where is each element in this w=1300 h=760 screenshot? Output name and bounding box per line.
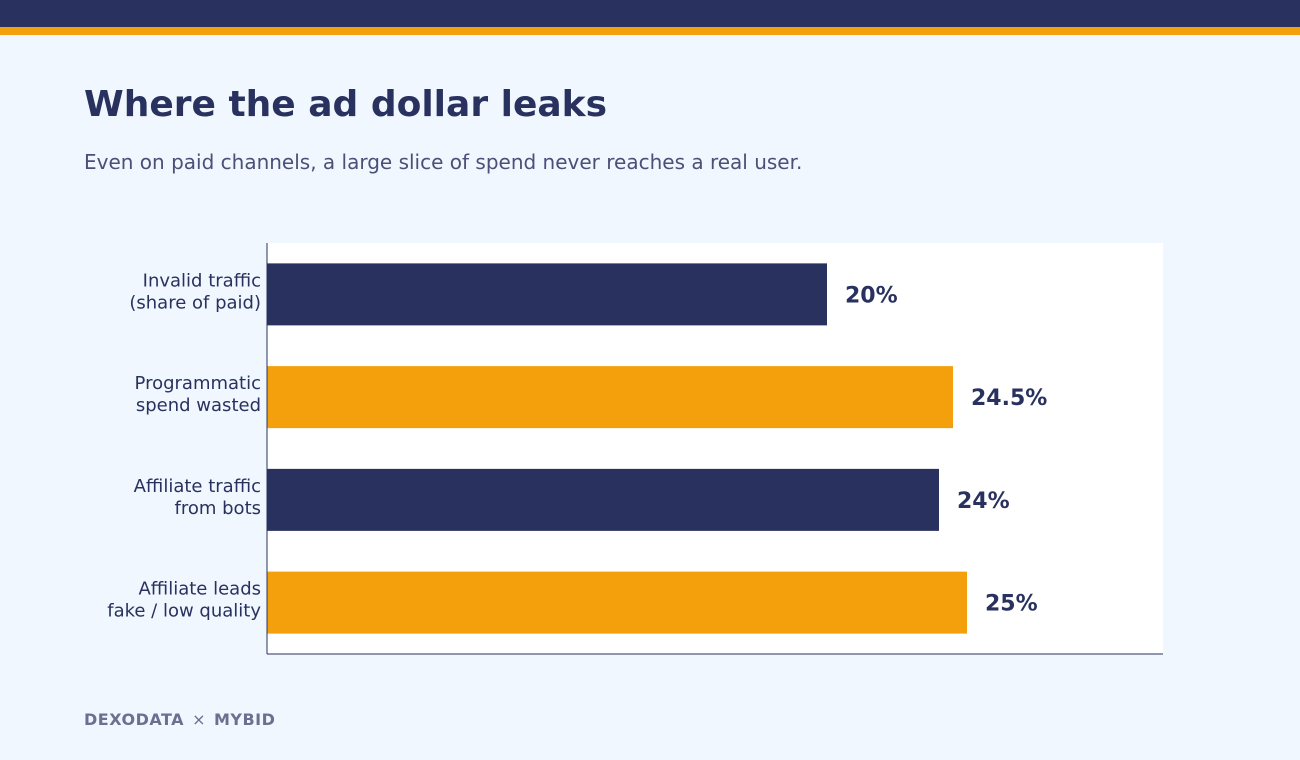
bar: [267, 571, 967, 634]
bar-value-label: 24.5%: [971, 386, 1047, 411]
footer-separator: ×: [192, 710, 206, 729]
page-subtitle: Even on paid channels, a large slice of …: [84, 150, 803, 174]
page-title: Where the ad dollar leaks: [84, 84, 608, 125]
bar: [267, 468, 939, 531]
bar: [267, 263, 827, 326]
top-accent-stripe: [0, 27, 1300, 35]
bar: [267, 366, 953, 429]
category-label: Affiliate leads fake / low quality: [107, 579, 261, 622]
footer-credit: DEXODATA × MYBID: [84, 710, 275, 729]
top-banner-bar: [0, 0, 1300, 27]
footer-brand-right: MYBID: [213, 710, 276, 729]
bar-value-label: 25%: [985, 592, 1038, 617]
category-label: Programmatic spend wasted: [135, 373, 261, 416]
footer-brand-left: DEXODATA: [84, 710, 185, 729]
bar-value-label: 20%: [845, 283, 898, 308]
bar-value-label: 24%: [957, 489, 1010, 514]
category-label: Affiliate traffic from bots: [134, 476, 261, 519]
category-label: Invalid traffic (share of paid): [129, 270, 261, 313]
